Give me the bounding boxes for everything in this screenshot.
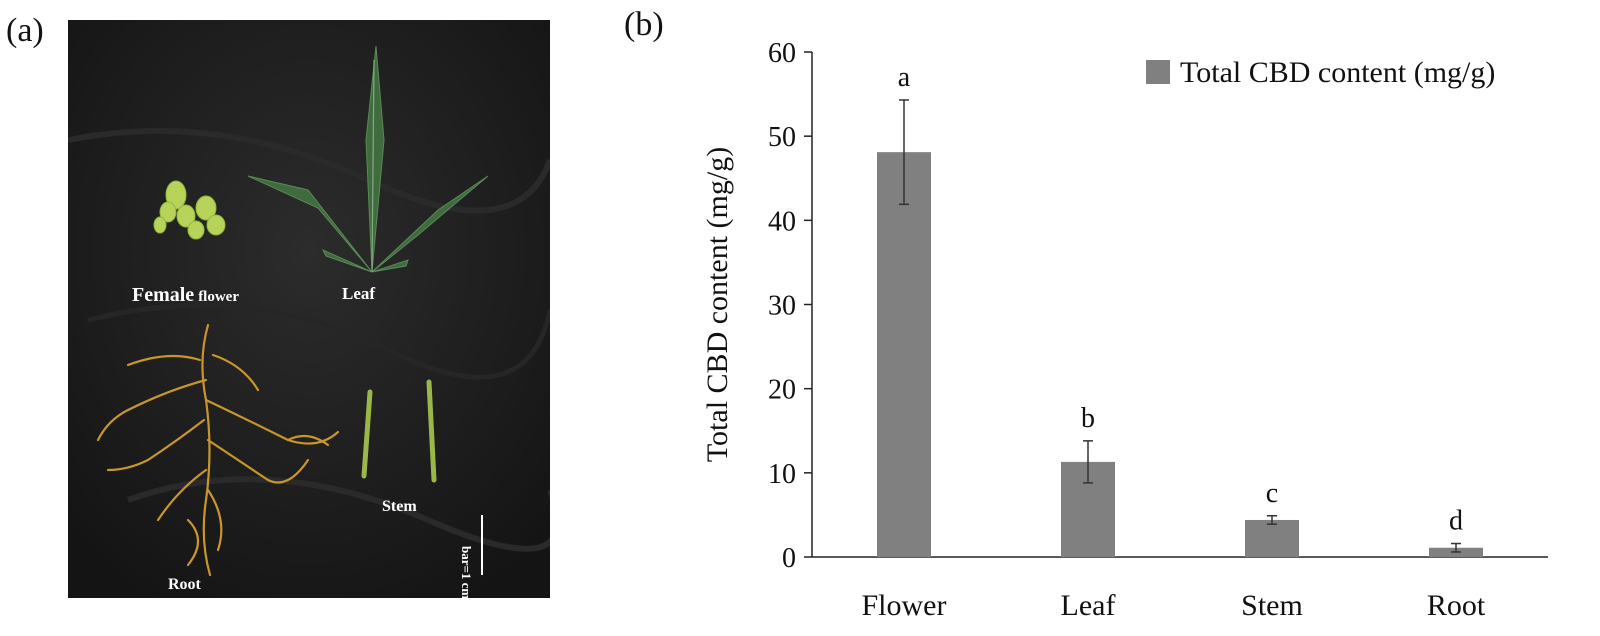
- y-tick-label: 50: [768, 122, 796, 153]
- panel-a-label: (a): [6, 12, 44, 49]
- y-tick-label: 10: [768, 459, 796, 490]
- y-tick-label: 60: [768, 38, 796, 69]
- specimen-illustration: [68, 20, 550, 598]
- y-tick-label: 20: [768, 375, 796, 406]
- panel-b-label: (b): [624, 6, 664, 43]
- y-tick-label: 30: [768, 291, 796, 322]
- leaf-label: Leaf: [342, 284, 376, 303]
- flower-text: flower: [198, 289, 239, 305]
- x-tick-label: Flower: [862, 589, 947, 622]
- significance-letter: a: [898, 62, 911, 93]
- bar-flower: [877, 152, 931, 558]
- chart-legend: Total CBD content (mg/g): [1146, 56, 1495, 89]
- y-axis-title: Total CBD content (mg/g): [701, 147, 734, 462]
- chart-axes: 0 10 20 30 40 50 60 Total CBD content (mg/g): [701, 38, 1548, 574]
- significance-letter: c: [1266, 478, 1278, 509]
- y-tick-label: 40: [768, 206, 796, 237]
- root-specimen: [96, 323, 340, 577]
- x-tick-label: Root: [1427, 589, 1486, 622]
- legend-swatch: [1146, 60, 1170, 84]
- x-tick-label: Leaf: [1061, 589, 1116, 622]
- female-text: Female: [132, 284, 195, 306]
- x-tick-label: Stem: [1241, 589, 1303, 622]
- leaf-specimen: [247, 45, 489, 273]
- legend-label: Total CBD content (mg/g): [1180, 56, 1495, 89]
- significance-letter: b: [1081, 403, 1095, 434]
- chart-bars: [877, 99, 1483, 558]
- specimen-photo: Female flower Leaf Root Stem bar=1 cm: [68, 20, 550, 598]
- significance-letter: d: [1449, 506, 1463, 537]
- flower-specimen: [153, 180, 226, 240]
- female-flower-label: Female flower: [132, 284, 239, 307]
- chart-labels: a Flower b Leaf c Stem d Root: [862, 62, 1486, 622]
- stem-specimen: [361, 379, 437, 483]
- stem-label: Stem: [382, 498, 417, 515]
- root-label: Root: [168, 576, 201, 593]
- bar-stem: [1245, 519, 1299, 557]
- y-tick-label: 0: [782, 543, 796, 574]
